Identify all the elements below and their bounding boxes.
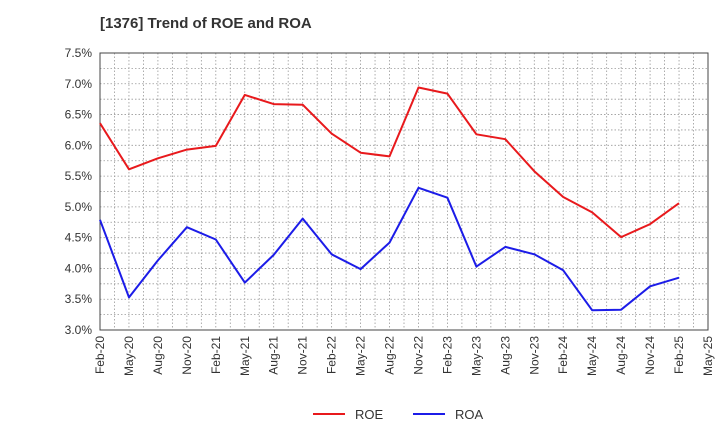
x-tick-label: Feb-25 — [672, 336, 686, 374]
x-tick-label: Nov-24 — [643, 336, 657, 375]
x-tick-label: Aug-24 — [614, 336, 628, 375]
y-tick-label: 5.0% — [65, 200, 93, 214]
y-tick-label: 7.5% — [65, 46, 93, 60]
legend-label-roe: ROE — [355, 407, 384, 422]
y-axis-ticks: 3.0% 3.5% 4.0% 4.5% 5.0% 5.5% 6.0% 6.5% 7.0% 7.5% — [65, 46, 93, 337]
grid — [100, 53, 708, 330]
x-tick-label: Nov-22 — [411, 336, 425, 375]
x-tick-label: Feb-23 — [440, 336, 454, 374]
series-line-roe — [99, 86, 680, 239]
x-tick-label: Aug-23 — [498, 336, 512, 375]
x-tick-label: Feb-21 — [209, 336, 223, 374]
y-tick-label: 4.5% — [65, 231, 93, 245]
y-tick-label: 3.0% — [65, 323, 93, 337]
x-tick-label: May-23 — [469, 336, 483, 376]
x-tick-label: May-25 — [701, 336, 715, 376]
series-line-roa — [99, 186, 680, 312]
y-tick-label: 5.5% — [65, 169, 93, 183]
x-tick-label: Nov-23 — [527, 336, 541, 375]
y-tick-label: 6.5% — [65, 108, 93, 122]
x-tick-label: Nov-20 — [180, 336, 194, 375]
x-tick-label: May-20 — [122, 336, 136, 376]
y-tick-label: 4.0% — [65, 261, 93, 275]
x-tick-label: Feb-22 — [325, 336, 339, 374]
plot-frame — [99, 52, 709, 331]
legend: ROE ROA — [313, 407, 484, 422]
x-axis-ticks: Feb-20 May-20 Aug-20 Nov-20 Feb-21 May-21 Aug-… — [93, 336, 715, 376]
x-tick-label: Feb-20 — [93, 336, 107, 374]
x-tick-label: Feb-24 — [556, 336, 570, 374]
x-tick-label: May-22 — [354, 336, 368, 376]
series-lines — [99, 86, 680, 312]
chart-title: [1376] Trend of ROE and ROA — [100, 15, 312, 32]
x-tick-label: May-21 — [238, 336, 252, 376]
y-tick-label: 6.0% — [65, 138, 93, 152]
x-tick-label: Nov-21 — [296, 336, 310, 375]
x-tick-label: May-24 — [585, 336, 599, 376]
y-tick-label: 7.0% — [65, 77, 93, 91]
y-tick-label: 3.5% — [65, 292, 93, 306]
x-tick-label: Aug-21 — [267, 336, 281, 375]
legend-label-roa: ROA — [455, 407, 484, 422]
x-tick-label: Aug-20 — [151, 336, 165, 375]
x-tick-label: Aug-22 — [383, 336, 397, 375]
